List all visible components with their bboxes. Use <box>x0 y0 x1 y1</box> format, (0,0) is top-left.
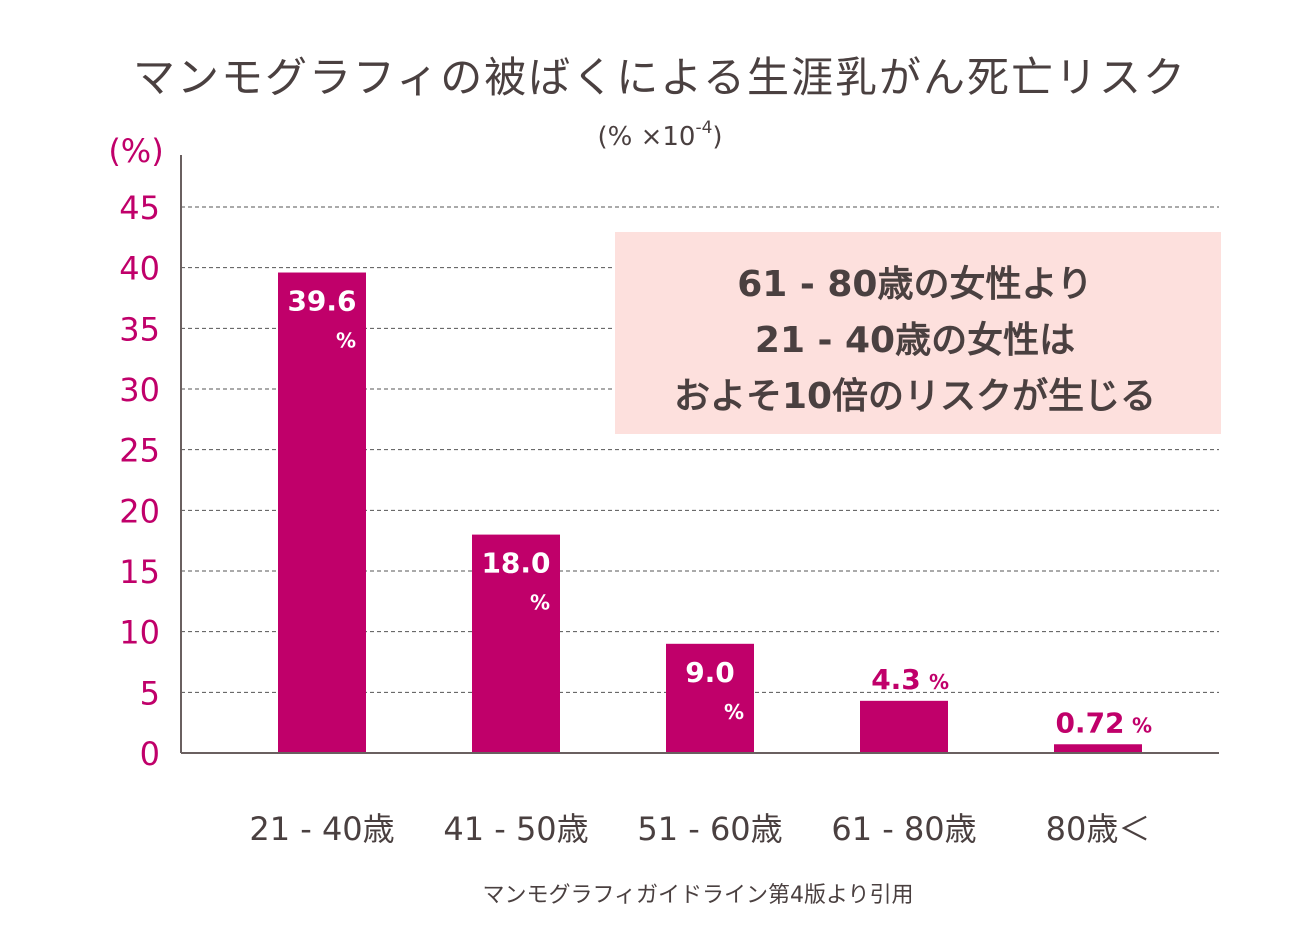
annotation-box: 61 - 80歳の女性より 21 - 40歳の女性は およそ10倍のリスクが生じ… <box>615 232 1221 434</box>
bar-value-unit: % <box>530 591 550 615</box>
chart-title: マンモグラフィの被ばくによる生涯乳がん死亡リスク <box>133 53 1187 102</box>
y-tick-label: 35 <box>119 310 160 348</box>
x-tick-label: 80歳＜ <box>1046 810 1151 848</box>
y-tick-label: 45 <box>119 189 160 227</box>
chart-subtitle: (% ×10-4) <box>597 118 722 152</box>
bar <box>666 643 754 753</box>
x-tick-label: 41 - 50歳 <box>443 810 588 848</box>
y-tick-label: 5 <box>140 674 160 712</box>
bar-value-unit: % <box>1132 713 1152 737</box>
bar-value-label: 18.0 <box>481 547 550 580</box>
bar <box>472 534 560 753</box>
bar-value-label: 39.6 <box>287 285 356 318</box>
bar-value-label: 4.3 <box>871 663 921 696</box>
subtitle-exponent: -4 <box>695 118 712 138</box>
annotation-line-2: 21 - 40歳の女性は <box>755 320 1075 361</box>
bar-value-label: 9.0 <box>685 656 735 689</box>
y-tick-label: 25 <box>119 432 160 470</box>
annotation-line-3: およそ10倍のリスクが生じる <box>674 376 1156 417</box>
y-tick-label: 20 <box>119 492 160 530</box>
x-tick-labels: 21 - 40歳 41 - 50歳 51 - 60歳 61 - 80歳 80歳＜ <box>249 810 1150 848</box>
y-tick-label: 10 <box>119 614 160 652</box>
annotation-background <box>615 232 1221 434</box>
annotation-line-1: 61 - 80歳の女性より <box>737 264 1092 305</box>
bars: 39.6% 18.0% 9.0% 4.3 % 0.72% <box>278 272 1152 753</box>
y-tick-label: 40 <box>119 250 160 288</box>
bar-value-label: 0.72 <box>1055 706 1124 739</box>
y-tick-labels: 0 5 10 15 20 25 30 35 40 45 <box>119 189 160 773</box>
bar-value-unit: % <box>724 700 744 724</box>
subtitle-prefix: (% ×10 <box>597 122 695 152</box>
bar-value-unit: % <box>336 329 356 353</box>
subtitle-suffix: ) <box>712 122 722 152</box>
y-tick-label: 0 <box>140 735 160 773</box>
bar <box>278 272 366 753</box>
y-tick-label: 15 <box>119 553 160 591</box>
x-tick-label: 61 - 80歳 <box>831 810 976 848</box>
bar <box>1054 744 1142 753</box>
x-tick-label: 21 - 40歳 <box>249 810 394 848</box>
bar <box>860 700 948 753</box>
y-tick-label: 30 <box>119 371 160 409</box>
y-axis-unit: (%) <box>108 132 163 170</box>
source-note: マンモグラフィガイドライン第4版より引用 <box>482 883 913 908</box>
x-tick-label: 51 - 60歳 <box>637 810 782 848</box>
bar-value-unit: % <box>929 670 949 694</box>
